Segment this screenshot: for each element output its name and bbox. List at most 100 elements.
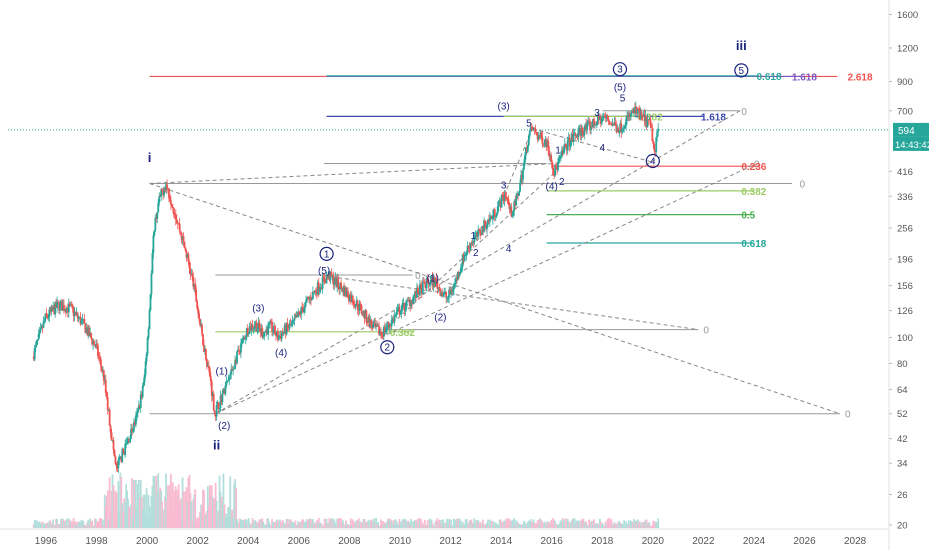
volume-bar [140, 497, 143, 528]
candle-body [332, 275, 335, 285]
volume-bar [507, 523, 510, 528]
candle-body [97, 345, 99, 357]
volume-bar [383, 524, 385, 528]
volume-bar [50, 523, 53, 528]
volume-bar [118, 510, 121, 528]
volume-bar [192, 499, 195, 528]
candle-body [449, 289, 451, 294]
candle-body [410, 300, 413, 307]
candle-body [324, 281, 327, 284]
volume-bar [431, 523, 434, 528]
candle-body [519, 182, 521, 192]
volume-bar [288, 519, 291, 528]
volume-bar [372, 520, 375, 528]
candle-body [315, 292, 318, 295]
candle-body [498, 200, 501, 202]
volume-bar [84, 525, 87, 528]
candle-body [504, 195, 507, 198]
volume-bar [296, 524, 299, 528]
volume-bar [334, 522, 337, 528]
volume-bar [521, 524, 523, 528]
candle-body [378, 325, 380, 335]
volume-bar [403, 520, 406, 528]
candle-body [221, 393, 224, 403]
candle-body [513, 201, 516, 211]
wave-label-circle [734, 63, 749, 78]
candle-body [47, 317, 50, 318]
volume-bar [587, 525, 590, 528]
candle-body [104, 379, 107, 393]
volume-bar [307, 519, 309, 528]
volume-bar [138, 498, 141, 528]
candle-body [342, 287, 344, 292]
candle-body [436, 282, 439, 289]
volume-bar [190, 500, 193, 528]
candle-body [120, 456, 123, 462]
candle-body [529, 127, 532, 131]
candle-body [88, 327, 91, 337]
candle-body [36, 339, 39, 341]
volume-bar [638, 521, 641, 528]
y-tick-label: 42 [897, 434, 908, 445]
volume-bar [257, 521, 260, 528]
candle-body [345, 287, 347, 296]
wave-label: 5 [620, 94, 626, 105]
candle-body [122, 448, 125, 452]
candle-body [419, 284, 422, 286]
volume-bar [472, 523, 475, 528]
candle-body [233, 368, 236, 370]
volume-bar [41, 521, 44, 528]
candle-body [95, 343, 97, 347]
candle-body [640, 112, 643, 116]
candle-body [123, 451, 126, 455]
y-tick-label: 256 [897, 223, 913, 234]
candle-body [444, 292, 447, 293]
volume-bar [214, 482, 217, 528]
candle-body [399, 313, 402, 315]
candle-body [531, 128, 534, 131]
candle-body [468, 247, 471, 250]
volume-bar [109, 511, 112, 528]
volume-bar [66, 525, 69, 528]
candle-body [572, 133, 575, 143]
candle-body [530, 127, 533, 129]
candle-body [398, 308, 401, 315]
candle-body [311, 299, 313, 300]
candle-body [600, 118, 603, 124]
candle-body [480, 234, 483, 236]
candle-body [349, 295, 352, 302]
candle-body [99, 359, 102, 367]
volume-bar [208, 484, 211, 528]
volume-bar [262, 521, 265, 528]
candle-body [616, 128, 619, 132]
volume-bar [451, 525, 453, 528]
volume-bar [445, 522, 448, 528]
candle-body [355, 300, 358, 306]
volume-bar [249, 524, 252, 528]
volume-bar [325, 518, 328, 528]
candle-body [603, 115, 606, 118]
volume-bar [83, 524, 86, 528]
candle-body [263, 332, 266, 337]
candle-body [139, 394, 142, 408]
volume-bar [233, 483, 236, 528]
volume-bar [351, 519, 354, 528]
candle-body [597, 114, 600, 120]
wave-label: 3 [594, 108, 600, 119]
candle-body [73, 311, 76, 316]
candle-body [596, 114, 599, 122]
candle-body [577, 128, 580, 138]
candle-body [219, 395, 222, 408]
candle-body [541, 137, 544, 144]
volume-bar [106, 490, 109, 528]
candle-body [69, 304, 72, 306]
candle-body [338, 286, 341, 290]
volume-bar [414, 520, 416, 528]
volume-bar [626, 523, 628, 528]
volume-bar [398, 519, 401, 528]
volume-bar [168, 511, 170, 528]
candle-body [241, 340, 243, 344]
volume-bar [205, 513, 207, 528]
